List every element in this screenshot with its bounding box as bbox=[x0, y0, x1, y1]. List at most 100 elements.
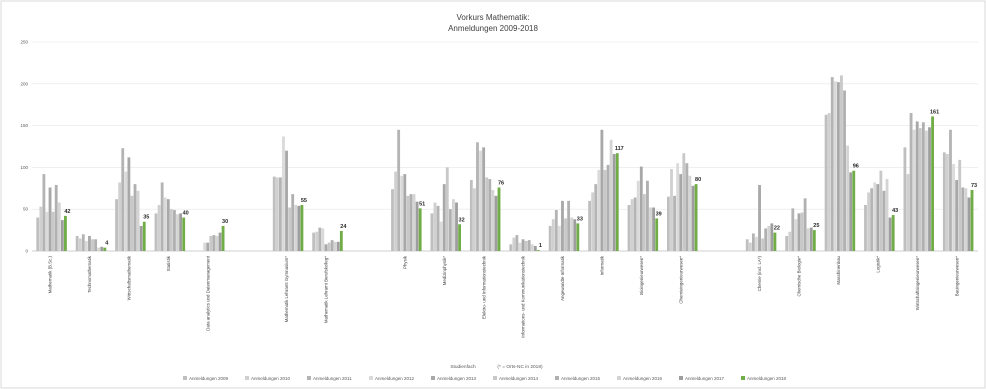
bar-anmeldungen-2018-technomathematik bbox=[103, 247, 107, 251]
bar-anmeldungen-2013-informatik bbox=[600, 129, 604, 251]
bar-anmeldungen-2018-elektro-und-informationstechnik bbox=[497, 187, 501, 251]
bar-anmeldungen-2013-wirtschaftsmathematik bbox=[127, 157, 131, 251]
bar-anmeldungen-2014-logistik bbox=[879, 170, 883, 251]
bar-anmeldungen-2018-chemische-biologie bbox=[812, 230, 816, 251]
bar-anmeldungen-2012-bioingenieurwesen bbox=[636, 180, 640, 251]
bar-anmeldungen-2010-physik bbox=[394, 171, 397, 251]
bar-anmeldungen-2014-chemie-incl-la bbox=[761, 238, 765, 251]
data-label: 73 bbox=[971, 183, 977, 189]
bar-anmeldungen-2010-informations-und-kommunikationstechnik bbox=[512, 237, 516, 251]
legend-label-anmeldungen-2014: Anmeldungen 2014 bbox=[499, 376, 539, 381]
bar-anmeldungen-2015-informatik bbox=[606, 164, 610, 251]
bar-anmeldungen-2016-bauingenieurwesen bbox=[964, 188, 968, 251]
category-label-medizinphysik: Medizinphysik* bbox=[442, 256, 447, 286]
legend-swatch-anmeldungen-2016 bbox=[617, 376, 621, 380]
bar-anmeldungen-2016-wirtschaftsmathematik bbox=[136, 190, 140, 251]
bar-anmeldungen-2009-mathematik-lehramt-berufskolleg bbox=[312, 232, 316, 251]
bar-anmeldungen-2018-logistik bbox=[891, 215, 895, 251]
bar-anmeldungen-2011-chemieingenieurwesen bbox=[673, 195, 676, 251]
bar-anmeldungen-2015-mathematik-b-sc bbox=[54, 184, 58, 251]
bar-anmeldungen-2018-angewandte-informatik bbox=[576, 223, 580, 251]
grid-layer: 0 50 100 150 200 250 bbox=[20, 40, 978, 254]
bar-anmeldungen-2017-chemie-incl-la bbox=[770, 223, 774, 251]
bar-anmeldungen-2013-chemische-biologie bbox=[797, 213, 801, 251]
bar-anmeldungen-2013-chemie-incl-la bbox=[758, 184, 761, 251]
bar-anmeldungen-2009-informatik bbox=[588, 200, 591, 251]
bar-anmeldungen-2009-bauingenieurwesen bbox=[942, 152, 946, 251]
legend-swatch-anmeldungen-2013 bbox=[431, 376, 435, 380]
data-label: 80 bbox=[695, 177, 701, 183]
bar-anmeldungen-2014-physik bbox=[406, 195, 410, 251]
bar-anmeldungen-2017-medizinphysik bbox=[455, 202, 458, 251]
bar-anmeldungen-2015-chemische-biologie bbox=[803, 198, 807, 251]
bar-anmeldungen-2014-chemische-biologie bbox=[800, 212, 804, 251]
bar-anmeldungen-2012-statistik bbox=[163, 197, 167, 251]
bar-anmeldungen-2014-mathematik-lehramt-berufskolleg bbox=[327, 242, 331, 251]
y-tick-label: 100 bbox=[20, 165, 28, 170]
bar-anmeldungen-2015-logistik bbox=[882, 190, 886, 251]
bar-anmeldungen-2010-elektro-und-informationstechnik bbox=[472, 188, 476, 251]
bar-anmeldungen-2017-statistik bbox=[179, 213, 183, 251]
category-label-mathematik-b-sc: Mathematik (B.Sc.) bbox=[48, 255, 53, 293]
bar-anmeldungen-2017-mathematik-b-sc bbox=[60, 220, 64, 251]
data-label: 32 bbox=[459, 217, 465, 223]
bar-anmeldungen-2017-logistik bbox=[888, 217, 892, 251]
bar-anmeldungen-2011-mathematik-b-sc bbox=[42, 174, 46, 251]
legend-label-anmeldungen-2016: Anmeldungen 2016 bbox=[623, 376, 663, 381]
legend-label-anmeldungen-2018: Anmeldungen 2018 bbox=[747, 376, 787, 381]
bar-anmeldungen-2015-statistik bbox=[173, 210, 176, 251]
bar-anmeldungen-2014-technomathematik bbox=[91, 239, 94, 251]
bar-anmeldungen-2010-chemieingenieurwesen bbox=[670, 169, 673, 251]
bar-anmeldungen-2010-mathematik-lehramt-gymnasium bbox=[275, 177, 279, 251]
bar-anmeldungen-2017-technomathematik bbox=[100, 246, 104, 251]
bar-anmeldungen-2010-chemie-incl-la bbox=[748, 242, 752, 251]
bar-anmeldungen-2012-physik bbox=[400, 175, 404, 251]
bar-anmeldungen-2009-mathematik-b-sc bbox=[36, 217, 40, 251]
bar-anmeldungen-2013-angewandte-informatik bbox=[561, 200, 564, 251]
category-label-chemieingenieurwesen: Chemieingenieurwesen* bbox=[678, 256, 683, 304]
bar-anmeldungen-2018-informations-und-kommunikationstechnik bbox=[537, 250, 540, 251]
legend-label-anmeldungen-2017: Anmeldungen 2017 bbox=[685, 376, 725, 381]
bar-anmeldungen-2009-chemische-biologie bbox=[785, 235, 789, 251]
category-label-data-analytics-und-datenmanagement: Data analytics und Datenmanagement bbox=[205, 255, 210, 330]
bar-anmeldungen-2012-maschinenbau bbox=[833, 81, 837, 251]
bar-anmeldungen-2015-elektro-und-informationstechnik bbox=[488, 179, 492, 251]
bar-anmeldungen-2016-data-analytics-und-datenmanagement bbox=[215, 235, 219, 251]
bar-anmeldungen-2011-logistik bbox=[870, 188, 874, 251]
bar-anmeldungen-2012-bauingenieurwesen bbox=[952, 164, 955, 251]
y-tick-label: 50 bbox=[23, 207, 29, 212]
bar-anmeldungen-2016-wirtschaftsingenieurwesen bbox=[925, 130, 928, 251]
bar-anmeldungen-2018-maschinenbau bbox=[852, 170, 856, 251]
bar-anmeldungen-2016-chemie-incl-la bbox=[767, 225, 771, 251]
bar-anmeldungen-2009-medizinphysik bbox=[430, 213, 434, 251]
bar-anmeldungen-2016-elektro-und-informationstechnik bbox=[491, 189, 495, 251]
bar-anmeldungen-2016-informatik bbox=[609, 139, 613, 251]
bar-anmeldungen-2011-angewandte-informatik bbox=[554, 210, 558, 251]
bar-anmeldungen-2012-logistik bbox=[873, 182, 877, 251]
data-label: 4 bbox=[105, 241, 109, 247]
legend-swatch-anmeldungen-2010 bbox=[245, 376, 249, 380]
bar-anmeldungen-2011-informatik bbox=[594, 184, 598, 251]
bar-anmeldungen-2015-chemie-incl-la bbox=[764, 228, 768, 251]
bar-anmeldungen-2014-maschinenbau bbox=[840, 75, 843, 251]
bar-anmeldungen-2012-informatik bbox=[597, 169, 601, 251]
bar-anmeldungen-2012-medizinphysik bbox=[439, 221, 443, 251]
bar-anmeldungen-2013-chemieingenieurwesen bbox=[679, 174, 683, 251]
chart-title: Vorkurs Mathematik: bbox=[457, 13, 530, 22]
bar-anmeldungen-2017-angewandte-informatik bbox=[573, 219, 577, 251]
bar-anmeldungen-2012-mathematik-lehramt-gymnasium bbox=[282, 136, 285, 251]
bar-anmeldungen-2017-bauingenieurwesen bbox=[967, 197, 971, 251]
bar-anmeldungen-2009-technomathematik bbox=[75, 235, 79, 251]
category-label-wirtschaftsingenieurwesen: Wirtschaftsingenieurwesen* bbox=[915, 256, 920, 310]
bar-anmeldungen-2018-statistik bbox=[182, 217, 186, 251]
bar-anmeldungen-2015-medizinphysik bbox=[448, 209, 452, 251]
bar-anmeldungen-2013-technomathematik bbox=[88, 235, 91, 251]
bar-anmeldungen-2011-chemie-incl-la bbox=[751, 233, 755, 251]
data-label: 39 bbox=[656, 211, 662, 217]
bar-anmeldungen-2013-bioingenieurwesen bbox=[639, 166, 643, 251]
bar-anmeldungen-2012-wirtschaftsmathematik bbox=[124, 171, 128, 251]
bar-anmeldungen-2016-angewandte-informatik bbox=[570, 217, 574, 251]
bar-anmeldungen-2011-physik bbox=[397, 129, 401, 251]
bar-anmeldungen-2016-mathematik-lehramt-gymnasium bbox=[294, 205, 298, 251]
